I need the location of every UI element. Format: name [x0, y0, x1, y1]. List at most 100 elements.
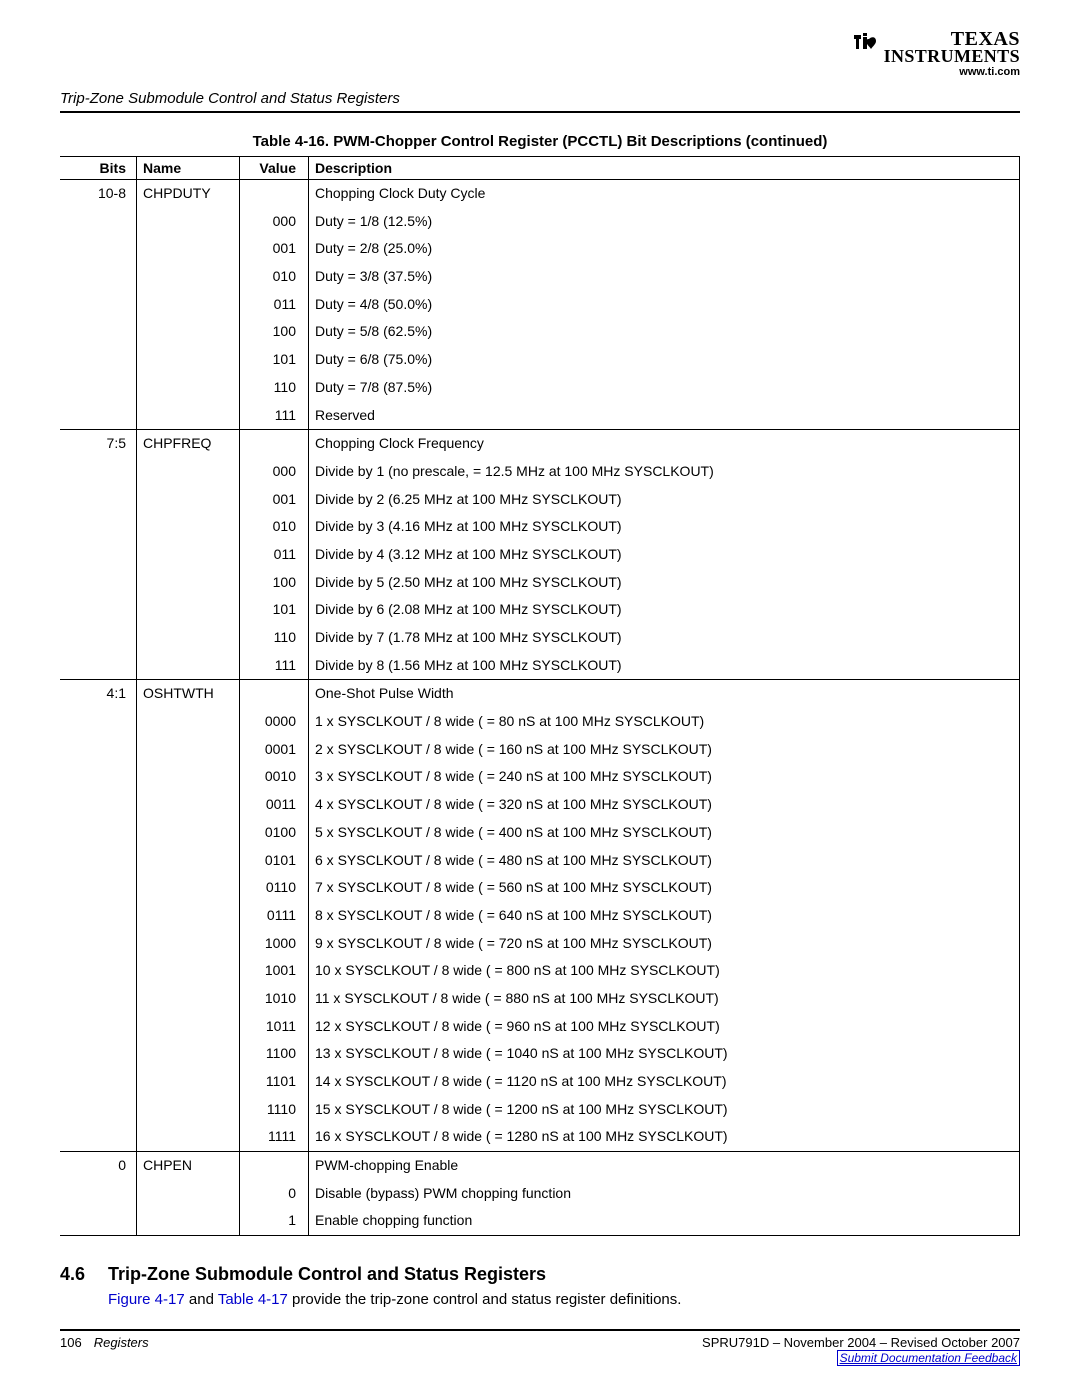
- cell-desc: Divide by 2 (6.25 MHz at 100 MHz SYSCLKO…: [309, 486, 1020, 514]
- cell-value: 100: [240, 318, 309, 346]
- cell-desc: Duty = 7/8 (87.5%): [309, 374, 1020, 402]
- cell-bits: [60, 402, 137, 430]
- cell-name: CHPFREQ: [137, 430, 240, 458]
- cell-bits: [60, 374, 137, 402]
- table-row: 111116 x SYSCLKOUT / 8 wide ( = 1280 nS …: [60, 1123, 1020, 1151]
- cell-value: 0110: [240, 874, 309, 902]
- cell-desc: 8 x SYSCLKOUT / 8 wide ( = 640 nS at 100…: [309, 902, 1020, 930]
- cell-value: 1100: [240, 1040, 309, 1068]
- table-row: 011Divide by 4 (3.12 MHz at 100 MHz SYSC…: [60, 541, 1020, 569]
- cell-bits: [60, 624, 137, 652]
- cell-bits: [60, 736, 137, 764]
- cell-desc: Chopping Clock Duty Cycle: [309, 180, 1020, 208]
- cell-value: 1: [240, 1207, 309, 1235]
- section-number: 4.6: [60, 1264, 94, 1285]
- table-row: 1Enable chopping function: [60, 1207, 1020, 1235]
- cell-bits: [60, 874, 137, 902]
- cell-name: [137, 791, 240, 819]
- cell-desc: 2 x SYSCLKOUT / 8 wide ( = 160 nS at 100…: [309, 736, 1020, 764]
- cell-name: [137, 374, 240, 402]
- table-row: 0Disable (bypass) PWM chopping function: [60, 1180, 1020, 1208]
- cell-bits: [60, 930, 137, 958]
- cell-value: 110: [240, 374, 309, 402]
- table-row: 010Divide by 3 (4.16 MHz at 100 MHz SYSC…: [60, 513, 1020, 541]
- table-row: 01118 x SYSCLKOUT / 8 wide ( = 640 nS at…: [60, 902, 1020, 930]
- feedback-link[interactable]: Submit Documentation Feedback: [837, 1350, 1020, 1366]
- cell-desc: Divide by 7 (1.78 MHz at 100 MHz SYSCLKO…: [309, 624, 1020, 652]
- cell-bits: 4:1: [60, 680, 137, 708]
- cell-bits: [60, 985, 137, 1013]
- cell-desc: 4 x SYSCLKOUT / 8 wide ( = 320 nS at 100…: [309, 791, 1020, 819]
- register-table: Bits Name Value Description 10-8CHPDUTYC…: [60, 156, 1020, 1236]
- cell-desc: Reserved: [309, 402, 1020, 430]
- cell-desc: 16 x SYSCLKOUT / 8 wide ( = 1280 nS at 1…: [309, 1123, 1020, 1151]
- cell-name: [137, 1013, 240, 1041]
- section-title: Trip-Zone Submodule Control and Status R…: [108, 1264, 546, 1285]
- figure-link[interactable]: Figure 4-17: [108, 1291, 185, 1308]
- cell-name: [137, 652, 240, 680]
- col-desc: Description: [309, 157, 1020, 180]
- cell-value: 1000: [240, 930, 309, 958]
- cell-value: [240, 180, 309, 208]
- logo-url[interactable]: www.ti.com: [852, 66, 1020, 78]
- cell-value: 0001: [240, 736, 309, 764]
- body-mid: and: [185, 1291, 218, 1308]
- cell-name: [137, 569, 240, 597]
- cell-name: [137, 624, 240, 652]
- cell-bits: [60, 652, 137, 680]
- cell-name: CHPDUTY: [137, 180, 240, 208]
- table-header-row: Bits Name Value Description: [60, 157, 1020, 180]
- cell-name: [137, 902, 240, 930]
- table-row: 00103 x SYSCLKOUT / 8 wide ( = 240 nS at…: [60, 763, 1020, 791]
- cell-bits: [60, 1123, 137, 1151]
- section-body: Figure 4-17 and Table 4-17 provide the t…: [108, 1291, 1020, 1308]
- cell-name: [137, 1040, 240, 1068]
- cell-name: [137, 458, 240, 486]
- cell-bits: [60, 1096, 137, 1124]
- cell-value: 111: [240, 402, 309, 430]
- table-row: 111Divide by 8 (1.56 MHz at 100 MHz SYSC…: [60, 652, 1020, 680]
- cell-desc: Divide by 6 (2.08 MHz at 100 MHz SYSCLKO…: [309, 596, 1020, 624]
- cell-bits: [60, 318, 137, 346]
- cell-name: OSHTWTH: [137, 680, 240, 708]
- cell-value: 0101: [240, 847, 309, 875]
- cell-name: [137, 513, 240, 541]
- cell-name: [137, 930, 240, 958]
- cell-desc: Enable chopping function: [309, 1207, 1020, 1235]
- cell-name: [137, 985, 240, 1013]
- cell-value: 0011: [240, 791, 309, 819]
- footer-docid: SPRU791D – November 2004 – Revised Octob…: [702, 1335, 1020, 1350]
- cell-value: 100: [240, 569, 309, 597]
- cell-bits: [60, 569, 137, 597]
- table-row: 00001 x SYSCLKOUT / 8 wide ( = 80 nS at …: [60, 708, 1020, 736]
- table-row: 00012 x SYSCLKOUT / 8 wide ( = 160 nS at…: [60, 736, 1020, 764]
- cell-desc: Duty = 2/8 (25.0%): [309, 235, 1020, 263]
- cell-bits: [60, 1040, 137, 1068]
- cell-value: 0100: [240, 819, 309, 847]
- cell-bits: [60, 957, 137, 985]
- cell-value: 110: [240, 624, 309, 652]
- cell-bits: [60, 847, 137, 875]
- cell-bits: [60, 541, 137, 569]
- cell-desc: Duty = 5/8 (62.5%): [309, 318, 1020, 346]
- cell-value: 010: [240, 513, 309, 541]
- cell-name: CHPEN: [137, 1152, 240, 1180]
- cell-bits: [60, 902, 137, 930]
- logo-block: TEXAS INSTRUMENTS www.ti.com: [852, 30, 1020, 78]
- cell-desc: Disable (bypass) PWM chopping function: [309, 1180, 1020, 1208]
- cell-desc: 10 x SYSCLKOUT / 8 wide ( = 800 nS at 10…: [309, 957, 1020, 985]
- col-bits: Bits: [60, 157, 137, 180]
- table-row: 101Duty = 6/8 (75.0%): [60, 346, 1020, 374]
- table-row: 110013 x SYSCLKOUT / 8 wide ( = 1040 nS …: [60, 1040, 1020, 1068]
- table-link[interactable]: Table 4-17: [218, 1291, 288, 1308]
- cell-value: 1110: [240, 1096, 309, 1124]
- cell-value: 1010: [240, 985, 309, 1013]
- cell-name: [137, 1180, 240, 1208]
- cell-desc: Divide by 8 (1.56 MHz at 100 MHz SYSCLKO…: [309, 652, 1020, 680]
- cell-value: 1011: [240, 1013, 309, 1041]
- cell-value: 0010: [240, 763, 309, 791]
- page: TEXAS INSTRUMENTS www.ti.com Trip-Zone S…: [0, 0, 1080, 1397]
- cell-value: 101: [240, 596, 309, 624]
- table-row: 100110 x SYSCLKOUT / 8 wide ( = 800 nS a…: [60, 957, 1020, 985]
- cell-value: [240, 1152, 309, 1180]
